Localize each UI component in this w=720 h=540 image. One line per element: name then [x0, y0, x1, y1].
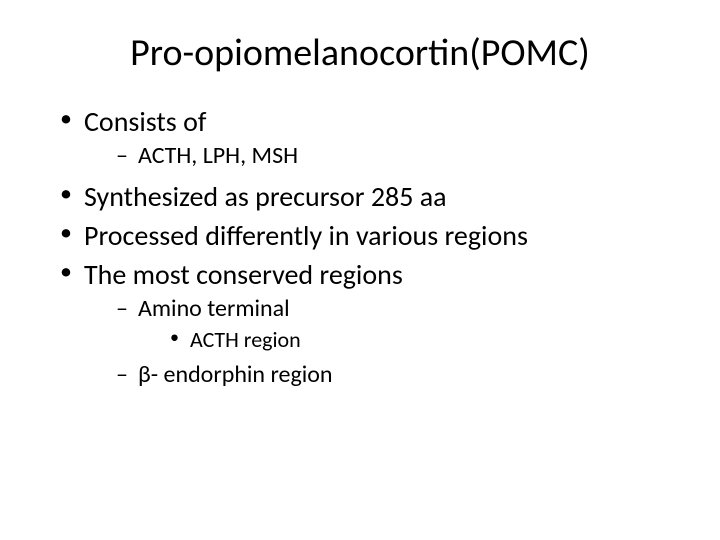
- bullet-text: Amino terminal: [138, 294, 290, 323]
- bullet-lvl2: ACTH, LPH, MSH: [116, 141, 684, 171]
- slide-title: Pro-opiomelanocortin(POMC): [36, 30, 684, 76]
- bullet-text: Consists of: [84, 104, 206, 139]
- bullet-text: Synthesized as precursor 285 aa: [84, 179, 447, 214]
- bullet-sublist: ACTH, LPH, MSH: [84, 141, 684, 171]
- bullet-text: ACTH, LPH, MSH: [138, 141, 298, 170]
- bullet-lvl2: β- endorphin region: [116, 360, 684, 390]
- bullet-text: Processed differently in various regions: [84, 218, 528, 253]
- bullet-subsublist: ACTH region: [138, 326, 684, 354]
- bullet-sublist: Amino terminal ACTH region β- endorphin …: [84, 294, 684, 390]
- bullet-lvl1: The most conserved regions Amino termina…: [60, 257, 684, 390]
- bullet-lvl1: Synthesized as precursor 285 aa: [60, 179, 684, 214]
- slide: Pro-opiomelanocortin(POMC) Consists of A…: [0, 0, 720, 540]
- bullet-text: β- endorphin region: [138, 360, 333, 389]
- bullet-text: The most conserved regions: [84, 257, 403, 292]
- bullet-lvl1: Processed differently in various regions: [60, 218, 684, 253]
- bullet-list: Consists of ACTH, LPH, MSH Synthesized a…: [36, 104, 684, 390]
- bullet-lvl3: ACTH region: [170, 326, 684, 354]
- bullet-text: ACTH region: [190, 326, 301, 353]
- bullet-lvl2: Amino terminal ACTH region: [116, 294, 684, 354]
- bullet-lvl1: Consists of ACTH, LPH, MSH: [60, 104, 684, 171]
